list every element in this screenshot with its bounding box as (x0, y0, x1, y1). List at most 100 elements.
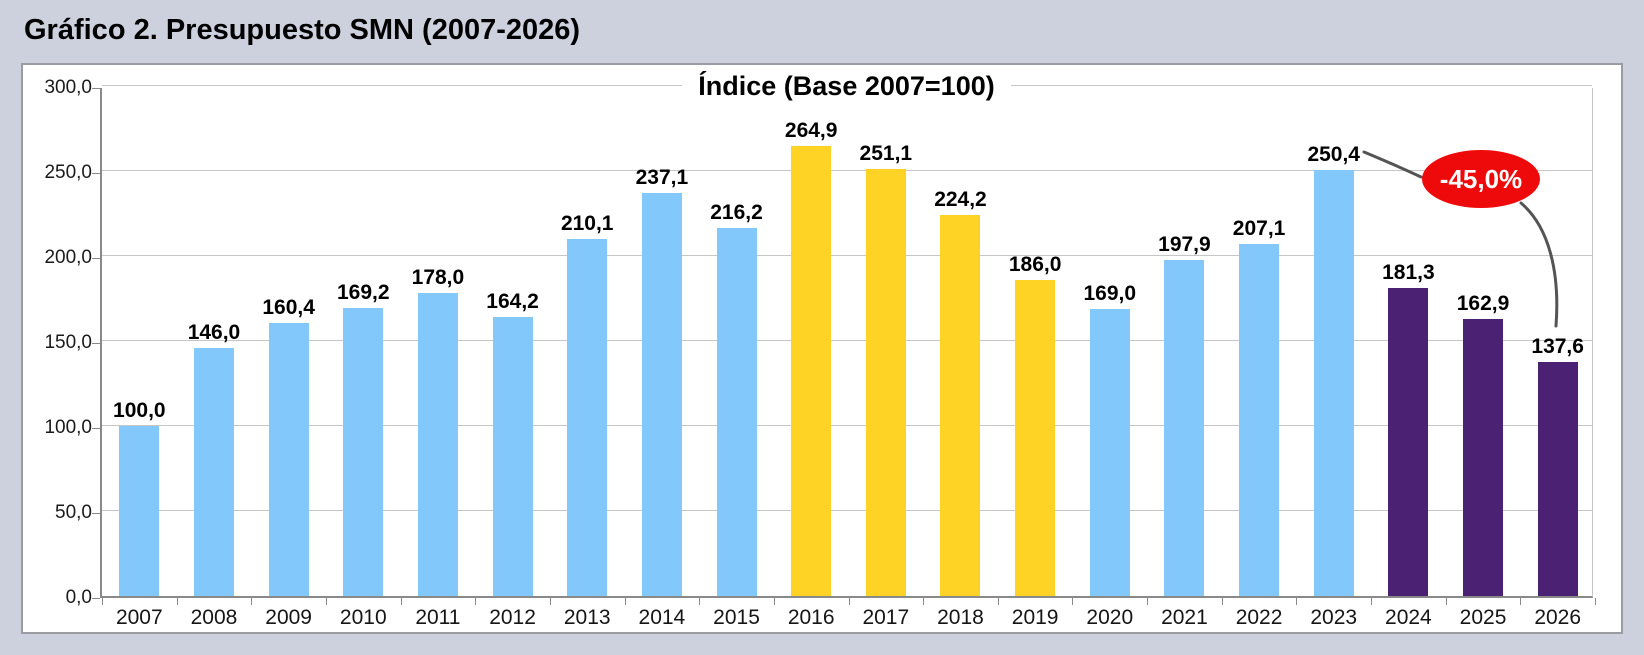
bar-value-label-2024: 181,3 (1382, 260, 1435, 284)
y-axis-tick-label: 250,0 (44, 162, 92, 183)
bar-value-label-2018: 224,2 (934, 187, 987, 211)
x-axis-label-2012: 2012 (489, 606, 536, 629)
y-axis-tick-label: 0,0 (65, 587, 92, 608)
x-axis-tick-mark (923, 598, 925, 605)
bar-value-label-2023: 250,4 (1307, 143, 1360, 167)
x-axis-label-2026: 2026 (1534, 606, 1582, 629)
x-axis-tick-mark (475, 598, 477, 605)
bar-2024 (1388, 287, 1429, 596)
x-axis-label-2025: 2025 (1459, 606, 1507, 629)
bar-value-label-2007: 100,0 (113, 399, 166, 422)
x-axis-label-2014: 2014 (638, 606, 686, 629)
x-axis-tick-mark (1371, 598, 1373, 605)
x-axis-label-2017: 2017 (862, 606, 910, 629)
gridline-y-250 (102, 170, 1592, 171)
y-axis-tick-mark (92, 428, 100, 429)
x-axis-label-2013: 2013 (563, 606, 611, 629)
x-axis-label-2010: 2010 (339, 606, 387, 629)
x-axis-tick-mark (102, 598, 103, 605)
x-axis-tick-mark (1296, 598, 1298, 605)
bar-2007 (119, 426, 160, 596)
y-axis-tick-label: 100,0 (44, 417, 92, 438)
y-axis-tick-mark (92, 173, 100, 174)
bar-2023 (1313, 170, 1354, 596)
y-axis-tick-mark (92, 343, 100, 344)
x-axis-tick-mark (325, 598, 327, 605)
bar-value-label-2019: 186,0 (1008, 252, 1062, 276)
gridline-y-50 (102, 510, 1592, 511)
bar-2021 (1164, 259, 1205, 596)
bar-value-label-2011: 178,0 (411, 266, 465, 290)
y-axis-tick-label: 300,0 (44, 77, 92, 98)
x-axis-label-2009: 2009 (265, 606, 312, 629)
y-axis-tick-mark (92, 88, 100, 89)
bar-2019 (1015, 279, 1056, 596)
x-axis-label-2007: 2007 (115, 606, 163, 629)
x-axis-label-2021: 2021 (1161, 606, 1208, 629)
x-axis-label-2020: 2020 (1086, 606, 1134, 629)
bar-2009 (268, 323, 309, 596)
bar-value-label-2013: 210,1 (560, 211, 614, 235)
x-axis-label-2022: 2022 (1235, 606, 1283, 629)
bar-value-label-2010: 169,2 (336, 281, 390, 305)
bar-value-label-2008: 146,0 (187, 320, 241, 344)
x-axis-tick-mark (1221, 598, 1223, 605)
x-axis-tick-mark (848, 598, 850, 605)
bar-2016 (791, 145, 832, 596)
x-axis-tick-mark (176, 598, 178, 605)
x-axis-tick-mark (997, 598, 999, 605)
bar-2008 (193, 347, 234, 596)
bar-value-label-2025: 162,9 (1456, 292, 1510, 316)
gridline-y-100 (102, 425, 1592, 426)
bar-value-label-2012: 164,2 (486, 289, 539, 313)
x-axis-label-2011: 2011 (415, 606, 461, 629)
bar-value-label-2021: 197,9 (1158, 232, 1211, 256)
x-axis-tick-mark (549, 598, 551, 605)
bar-value-label-2015: 216,2 (710, 201, 763, 225)
y-axis-tick-mark (92, 513, 100, 514)
bar-2025 (1463, 319, 1504, 596)
plot-area: 100,0 2007 146,0 2008 160,4 2009 169,2 2010 178,… (100, 85, 1596, 629)
bar-2011 (417, 293, 458, 596)
x-axis-tick-mark (699, 598, 701, 605)
bar-2012 (492, 316, 533, 596)
bar-2026 (1537, 362, 1578, 596)
x-axis-tick-mark (400, 598, 402, 605)
bar-2017 (865, 169, 906, 596)
bar-value-label-2014: 237,1 (635, 165, 689, 189)
bar-2013 (567, 238, 608, 596)
bar-value-label-2026: 137,6 (1531, 335, 1584, 359)
annotation-ellipse: -45,0% (1422, 150, 1540, 208)
x-axis-label-2023: 2023 (1310, 606, 1358, 629)
y-axis-tick-mark (92, 258, 100, 259)
bar-value-label-2009: 160,4 (262, 296, 315, 320)
x-axis-tick-mark (1520, 598, 1522, 605)
x-axis-tick-mark (624, 598, 626, 605)
bar-2020 (1089, 308, 1130, 596)
x-axis-label-2016: 2016 (787, 606, 835, 629)
bar-2022 (1239, 243, 1280, 596)
x-axis-tick-mark (1595, 598, 1596, 605)
figure-title: Gráfico 2. Presupuesto SMN (2007-2026) (24, 14, 581, 46)
x-axis-tick-mark (1072, 598, 1074, 605)
bar-2015 (716, 228, 757, 596)
bar-2018 (940, 214, 981, 596)
y-axis-tick-label: 50,0 (55, 502, 92, 523)
x-axis-tick-mark (251, 598, 253, 605)
bar-value-label-2022: 207,1 (1232, 216, 1286, 240)
gridline-y-200 (102, 255, 1592, 256)
bar-2010 (343, 308, 384, 596)
bar-2014 (641, 192, 682, 596)
y-axis-tick-label: 150,0 (44, 332, 92, 353)
chart-title-text: Índice (Base 2007=100) (682, 71, 1011, 102)
x-axis-label-2008: 2008 (190, 606, 238, 629)
gridline-y-150 (102, 340, 1592, 341)
x-axis-label-2018: 2018 (937, 606, 984, 629)
x-axis-tick-mark (773, 598, 775, 605)
bar-value-label-2020: 169,0 (1083, 281, 1137, 305)
x-axis-label-2024: 2024 (1385, 606, 1432, 629)
bar-value-label-2016: 264,9 (784, 118, 838, 142)
x-axis-label-2015: 2015 (713, 606, 760, 629)
x-axis-tick-mark (1445, 598, 1447, 605)
